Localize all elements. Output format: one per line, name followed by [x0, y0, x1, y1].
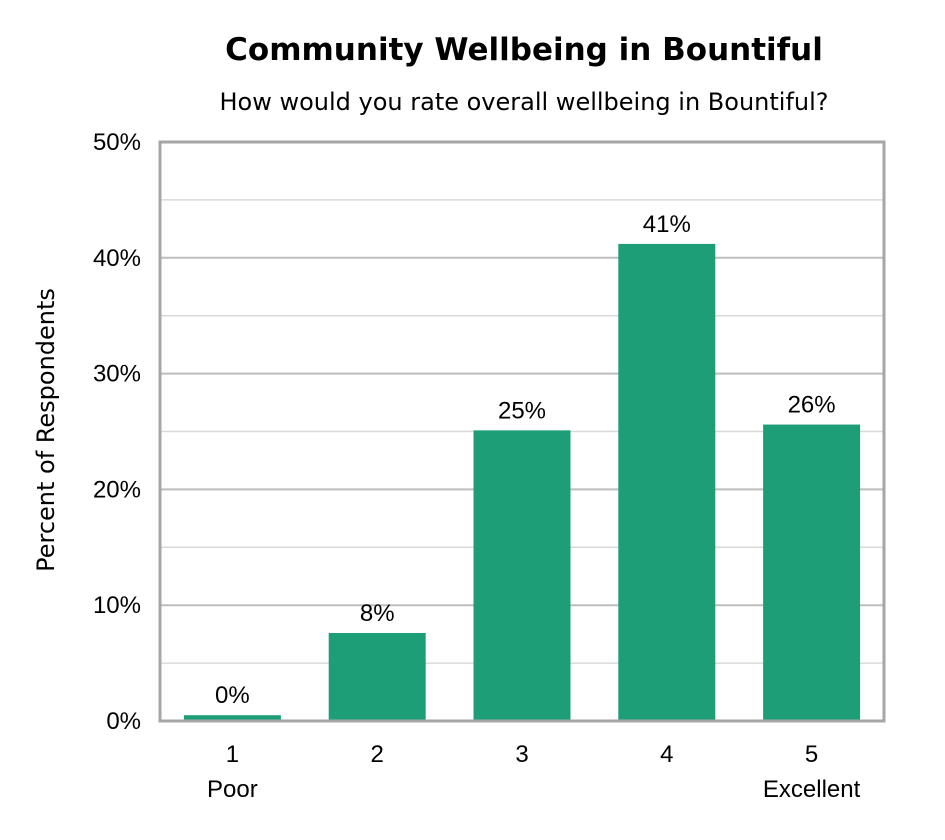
bar [618, 243, 716, 722]
data-label: 8% [360, 600, 395, 627]
chart-subtitle: How would you rate overall wellbeing in … [219, 88, 828, 116]
y-axis-ticks: 0% 10% 20% 30% 40% 50% [93, 129, 141, 735]
x-axis-ticks: 1 Poor 2 3 4 5 Excellent [207, 741, 861, 803]
x-tick-sublabel: Excellent [763, 776, 861, 803]
x-tick-label: 1 [226, 741, 239, 768]
bar [328, 632, 426, 721]
y-tick-label: 40% [93, 245, 141, 272]
plot-frame [158, 140, 886, 723]
bar [763, 424, 861, 721]
x-tick-sublabel: Poor [207, 776, 258, 803]
x-tick-label: 5 [805, 741, 818, 768]
y-tick-label: 30% [93, 361, 141, 388]
data-label: 0% [215, 682, 250, 709]
data-labels: 0% 8% 25% 41% 26% [215, 211, 836, 709]
data-label: 26% [788, 392, 836, 419]
data-label: 41% [643, 211, 691, 238]
x-tick-label: 4 [660, 741, 673, 768]
bar [183, 715, 281, 721]
x-tick-label: 2 [371, 741, 384, 768]
x-tick-label: 3 [515, 741, 528, 768]
y-tick-label: 50% [93, 129, 141, 156]
bar [473, 430, 571, 721]
bars [183, 243, 861, 722]
data-label: 25% [498, 397, 546, 424]
y-tick-label: 0% [106, 708, 141, 735]
y-tick-label: 10% [93, 592, 141, 619]
y-axis-label: Percent of Respondents [32, 288, 60, 572]
y-tick-label: 20% [93, 476, 141, 503]
chart-title: Community Wellbeing in Bountiful [225, 32, 823, 68]
